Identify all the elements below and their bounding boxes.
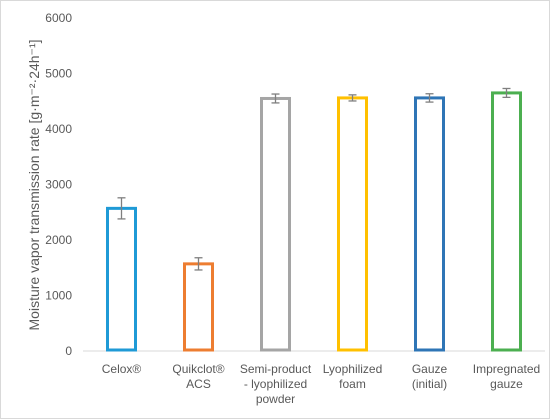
y-tick-label: 1000 — [45, 289, 72, 303]
error-bar — [271, 93, 280, 104]
category-label: Celox® — [102, 362, 142, 376]
category-label: Semi-product - lyophilized powder — [240, 362, 312, 406]
bar — [260, 96, 291, 352]
category-label: Lyophilized foam — [323, 362, 383, 391]
error-bar — [502, 87, 511, 99]
y-tick-label: 5000 — [45, 67, 72, 81]
bar — [183, 262, 214, 352]
error-bar — [194, 257, 203, 271]
y-axis-label: Moisture vapor transmission rate [g·m⁻²·… — [26, 40, 42, 331]
category-label: Impregnated gauze — [473, 362, 540, 391]
y-tick-label: 6000 — [45, 11, 72, 25]
bar — [106, 206, 137, 352]
bars-group — [106, 91, 522, 352]
bar — [337, 96, 368, 352]
y-tick-label: 2000 — [45, 233, 72, 247]
y-tick-label: 0 — [65, 344, 72, 358]
category-labels: Celox® Quikclot® ACS Semi-product - lyophili… — [102, 362, 540, 406]
bar — [414, 96, 445, 352]
bar — [491, 91, 522, 352]
category-label: Gauze (initial) — [412, 362, 448, 391]
category-label: Quikclot® ACS — [172, 362, 224, 391]
error-bar — [117, 197, 126, 220]
error-bar — [348, 94, 357, 102]
y-axis-ticks: 0 1000 2000 3000 4000 5000 6000 — [45, 11, 72, 358]
y-tick-label: 3000 — [45, 178, 72, 192]
error-bars-group — [117, 87, 511, 271]
error-bar — [425, 93, 434, 103]
y-tick-label: 4000 — [45, 122, 72, 136]
